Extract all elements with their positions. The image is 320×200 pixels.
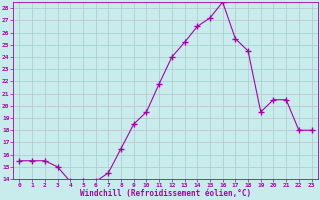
X-axis label: Windchill (Refroidissement éolien,°C): Windchill (Refroidissement éolien,°C) — [80, 189, 251, 198]
